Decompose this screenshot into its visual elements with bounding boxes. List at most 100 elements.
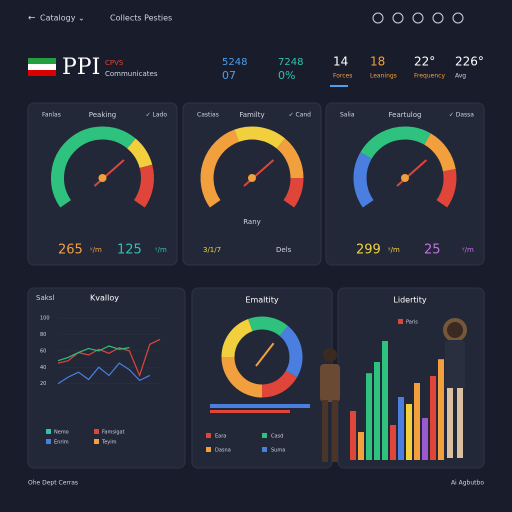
label: Collects Pesties (110, 14, 172, 23)
line-panel (27, 287, 186, 469)
needle-hub (248, 174, 256, 182)
flag-stripe (28, 70, 56, 76)
y-tick-label: 20 (40, 381, 46, 387)
legend-swatch (206, 433, 211, 438)
label: Communicates (105, 70, 158, 78)
label: Familty (239, 111, 264, 119)
gauge-arc (221, 318, 253, 358)
gauge-arc (360, 126, 431, 160)
legend-swatch (262, 433, 267, 438)
brand-name: PPI (62, 55, 100, 80)
gauge-arc (234, 126, 286, 149)
label: 125 (117, 243, 142, 258)
bar (438, 359, 444, 460)
gauge-arc (279, 325, 303, 378)
bar (382, 341, 388, 460)
stat-value: 14 (333, 55, 348, 69)
stat-label: Avg (455, 73, 466, 80)
gauge-arc (276, 138, 304, 179)
label: ʸ/m (90, 246, 102, 254)
label: ʸ/m (388, 246, 400, 254)
needle (255, 342, 275, 367)
stat-value: 5248 (222, 57, 247, 68)
label: ✓ Cand (289, 112, 312, 119)
label: CPVS (105, 59, 124, 67)
stat-value: 7248 (278, 57, 303, 68)
gauge-arc (200, 129, 240, 208)
label: Dels (276, 246, 292, 254)
label: Fanlas (42, 112, 61, 119)
icon (432, 12, 444, 24)
stat-value: 18 (370, 55, 385, 69)
label: Eara (215, 434, 226, 440)
needle (93, 159, 125, 187)
gauge-arc (248, 316, 289, 337)
gauge-arc (51, 126, 136, 208)
label: Teyim (101, 440, 117, 446)
icon (392, 12, 404, 24)
label: Lidertity (393, 296, 426, 305)
label: Emaltity (245, 296, 278, 305)
label: Nemo (54, 430, 69, 436)
bar (358, 432, 364, 460)
progress (210, 410, 290, 413)
label: 299 (356, 243, 381, 258)
icon (372, 12, 384, 24)
bar (390, 425, 396, 460)
label: Salia (340, 112, 355, 119)
stat-label: Leanings (370, 73, 397, 80)
bar (422, 418, 428, 460)
label: ʸ/m (155, 246, 167, 254)
legend-swatch (94, 439, 99, 444)
stat-label: Forces (333, 73, 352, 80)
bar (350, 411, 356, 460)
legend-swatch (206, 447, 211, 452)
gauge-arc (353, 152, 374, 208)
flag-stripe (28, 58, 56, 64)
y-tick-label: 100 (40, 316, 50, 322)
bar (398, 397, 404, 460)
label: Castias (197, 112, 219, 119)
label: Feartulog (389, 111, 422, 119)
label: Paris (406, 320, 418, 326)
label: Peaking (89, 111, 116, 119)
label: ʸ/m (462, 246, 474, 254)
label: Ai Agbutbo (451, 480, 484, 487)
label: Enrim (54, 440, 69, 446)
label: Rany (243, 218, 261, 226)
y-tick-label: 80 (40, 332, 46, 338)
line-series (57, 338, 161, 378)
stat-value: 226° (455, 55, 484, 69)
donut-panel (191, 287, 333, 469)
legend-swatch (46, 429, 51, 434)
needle (396, 159, 428, 187)
label: 3/1/7 (203, 246, 221, 254)
gauge-arc (423, 133, 456, 172)
gauge-card (325, 102, 485, 266)
bar (374, 362, 380, 460)
line-series (57, 345, 130, 362)
gauge-arc (221, 356, 263, 398)
gauge-arc (126, 138, 153, 169)
label: Kvalloy (90, 294, 119, 303)
bar (366, 373, 372, 460)
stat-value: 22° (414, 55, 435, 69)
label: Dasna (215, 448, 231, 454)
label: Ohe Dept Cerras (28, 480, 78, 487)
label: Famsigat (102, 430, 125, 436)
needle-hub (401, 174, 409, 182)
label: Suma (271, 448, 285, 454)
gauge-arc (436, 169, 457, 208)
needle (243, 159, 275, 187)
y-tick-label: 40 (40, 365, 46, 371)
legend-swatch (262, 447, 267, 452)
label: Casd (271, 434, 283, 440)
legend-swatch (398, 319, 403, 324)
line-series (57, 362, 151, 385)
legend-swatch (46, 439, 51, 444)
stat-label: 07 (222, 69, 236, 82)
legend-swatch (94, 429, 99, 434)
stat-label: 0% (278, 69, 295, 82)
label: 265 (58, 243, 83, 258)
y-tick-label: 60 (40, 348, 46, 354)
